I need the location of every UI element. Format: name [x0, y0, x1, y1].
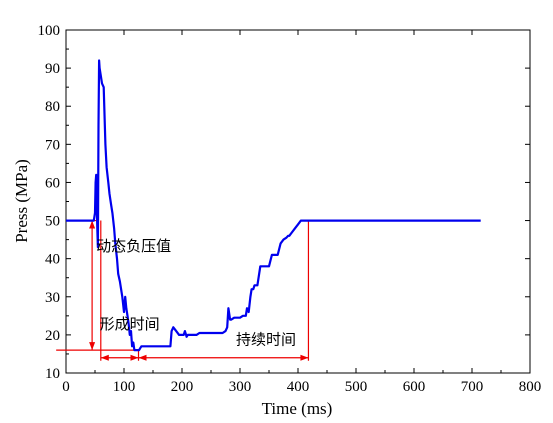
x-axis-title: Time (ms) [262, 399, 333, 418]
value-arrow-head-top [89, 220, 96, 229]
annotation-label: 动态负压值 [96, 237, 171, 255]
y-tick-label: 10 [45, 366, 60, 382]
duration-arrow-head-left [138, 354, 147, 361]
y-tick-label: 100 [38, 23, 61, 39]
y-tick-label: 50 [45, 214, 60, 230]
series-layer [66, 59, 481, 352]
x-tick-label: 600 [403, 379, 426, 395]
ticks: 0 100 200 300 400 500 600 700 800 10 20 30 40 50 60 70 8… [38, 23, 542, 395]
y-tick-label: 30 [45, 290, 60, 306]
x-tick-label: 800 [519, 379, 542, 395]
duration-arrow-head-right [300, 354, 309, 361]
y-tick-label: 80 [45, 99, 60, 115]
x-tick-label: 300 [229, 379, 252, 395]
x-tick-label: 700 [461, 379, 484, 395]
y-tick-label: 70 [45, 137, 60, 153]
x-tick-label: 0 [62, 379, 70, 395]
x-tick-label: 400 [287, 379, 310, 395]
y-tick-label: 90 [45, 61, 60, 77]
y-axis-title: Press (MPa) [12, 159, 31, 243]
y-tick-label: 40 [45, 252, 60, 268]
x-tick-label: 500 [345, 379, 368, 395]
y-tick-label: 20 [45, 328, 60, 344]
x-tick-label: 200 [171, 379, 194, 395]
formation-arrow-head-left [100, 354, 109, 361]
annotation-label: 形成时间 [100, 315, 160, 333]
x-tick-label: 100 [113, 379, 136, 395]
y-tick-label: 60 [45, 175, 60, 191]
value-arrow-head-bottom [89, 342, 96, 351]
series-line [66, 59, 481, 352]
formation-arrow-head-right [130, 354, 139, 361]
annotation-label: 持续时间 [236, 330, 296, 348]
